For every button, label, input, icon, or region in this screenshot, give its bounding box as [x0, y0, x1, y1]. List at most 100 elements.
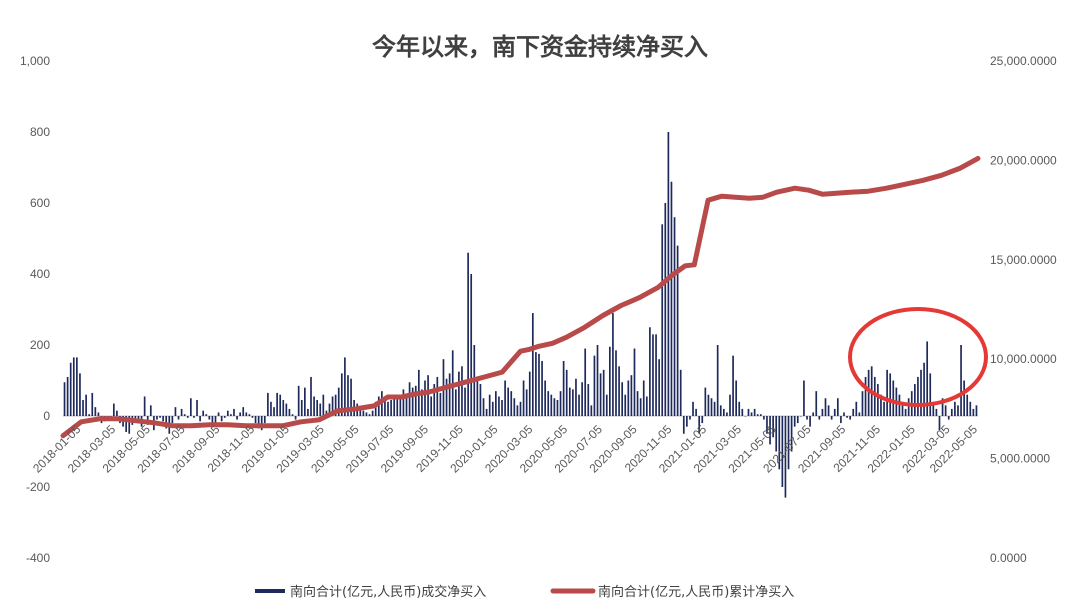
bar: [744, 416, 747, 417]
bar: [220, 416, 223, 422]
bar: [676, 245, 679, 416]
bar: [270, 401, 272, 416]
bar: [430, 396, 432, 416]
bar: [334, 394, 337, 416]
bar: [85, 394, 87, 416]
bar: [790, 416, 793, 452]
bar: [836, 398, 839, 416]
bar: [920, 369, 922, 416]
bar: [917, 376, 919, 416]
left-tick-label: 800: [30, 125, 50, 139]
bar: [454, 389, 457, 417]
bar: [177, 416, 180, 420]
bar: [803, 380, 805, 416]
bar: [849, 416, 851, 420]
bar: [824, 398, 827, 416]
bar: [76, 357, 78, 416]
bar: [405, 394, 408, 416]
bar: [729, 394, 731, 416]
bar: [559, 391, 562, 416]
bar: [593, 355, 596, 416]
bar: [340, 373, 343, 416]
bar: [525, 389, 528, 417]
bar: [787, 416, 790, 470]
left-tick-label: 400: [30, 267, 50, 281]
bar: [230, 414, 232, 416]
bar: [297, 385, 300, 416]
bar: [211, 416, 214, 424]
bar: [331, 396, 334, 416]
bar: [972, 408, 975, 416]
right-tick-label: 25,000.0000: [990, 54, 1057, 68]
bar: [273, 407, 275, 417]
bar: [365, 412, 368, 416]
bar: [907, 398, 910, 416]
bar: [898, 394, 901, 416]
bar: [547, 391, 550, 416]
bar: [183, 414, 186, 416]
bar: [350, 378, 352, 416]
bar: [667, 132, 670, 416]
bar: [79, 373, 81, 416]
bar: [886, 369, 888, 416]
bar: [741, 408, 744, 416]
bar: [313, 396, 315, 416]
bar: [658, 359, 660, 416]
bar: [205, 414, 208, 416]
bar: [180, 408, 183, 416]
bar: [285, 403, 288, 416]
bar: [491, 401, 494, 416]
bar: [784, 416, 787, 498]
bar: [239, 412, 241, 416]
bar: [223, 416, 226, 418]
bar: [390, 400, 392, 416]
bar: [282, 400, 285, 416]
bar: [719, 405, 722, 416]
bar: [476, 376, 479, 416]
bar: [732, 355, 734, 416]
bar: [926, 341, 929, 416]
bar: [402, 389, 405, 417]
bar: [190, 398, 192, 416]
bar: [556, 400, 559, 416]
bar: [815, 391, 818, 416]
bar: [82, 400, 84, 416]
bar: [642, 380, 645, 416]
bar: [618, 366, 620, 416]
bar: [94, 407, 97, 417]
bar: [756, 414, 759, 416]
bar: [954, 401, 956, 416]
bar: [655, 334, 657, 416]
bar: [513, 398, 516, 416]
bar: [510, 391, 513, 416]
bar: [904, 408, 907, 416]
bar: [479, 384, 482, 416]
bar: [310, 376, 312, 416]
bar: [855, 401, 858, 416]
bar: [362, 410, 365, 416]
bar: [408, 382, 411, 416]
bar: [470, 274, 473, 416]
bar: [128, 416, 131, 434]
bar: [162, 416, 164, 422]
bar: [467, 252, 469, 416]
bar: [159, 416, 161, 418]
left-tick-label: 1,000: [20, 54, 50, 68]
right-tick-label: 0.0000: [990, 551, 1027, 565]
bar: [251, 416, 254, 418]
bar: [291, 414, 294, 416]
bar: [507, 387, 510, 416]
bar: [69, 362, 72, 416]
bar: [766, 416, 768, 434]
bar: [716, 345, 719, 416]
bar: [448, 373, 451, 416]
bar: [458, 371, 460, 417]
bar: [713, 401, 716, 416]
bar: [840, 416, 842, 424]
bar: [935, 408, 938, 416]
bar: [565, 369, 568, 416]
bar: [528, 371, 531, 417]
bar: [202, 410, 205, 416]
chart-title: 今年以来，南下资金持续净买入: [372, 33, 708, 61]
bar: [411, 387, 414, 416]
